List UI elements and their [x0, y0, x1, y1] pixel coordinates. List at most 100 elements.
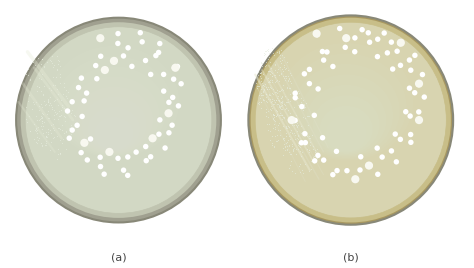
Point: [297, 131, 305, 135]
Point: [270, 98, 277, 102]
Point: [292, 137, 299, 141]
Point: [68, 123, 75, 127]
Point: [38, 57, 46, 61]
Circle shape: [178, 81, 184, 87]
Point: [26, 128, 34, 133]
Point: [56, 71, 64, 76]
Point: [294, 132, 301, 137]
Point: [283, 147, 291, 151]
Point: [278, 95, 286, 99]
Point: [256, 71, 264, 75]
Point: [57, 107, 65, 112]
Point: [296, 149, 303, 153]
Circle shape: [367, 39, 373, 45]
Circle shape: [407, 85, 412, 91]
Point: [49, 122, 57, 126]
Circle shape: [106, 149, 111, 155]
Ellipse shape: [255, 22, 447, 218]
Point: [265, 92, 273, 97]
Circle shape: [390, 66, 395, 72]
Point: [296, 145, 304, 149]
Point: [259, 83, 267, 88]
Point: [273, 70, 281, 74]
Point: [54, 152, 62, 156]
Circle shape: [80, 139, 89, 147]
Circle shape: [288, 116, 296, 124]
Point: [268, 74, 275, 78]
Point: [272, 114, 279, 118]
Point: [306, 136, 314, 141]
Point: [287, 159, 295, 163]
Point: [293, 128, 301, 133]
Point: [269, 87, 277, 91]
Point: [273, 113, 280, 117]
Point: [43, 133, 50, 138]
Point: [271, 144, 278, 148]
Point: [300, 98, 307, 102]
Point: [294, 89, 301, 93]
Point: [262, 95, 270, 99]
Point: [277, 71, 285, 76]
Point: [38, 120, 46, 125]
Point: [277, 48, 284, 53]
Circle shape: [415, 80, 423, 88]
Point: [299, 129, 306, 133]
Point: [257, 69, 264, 74]
Point: [270, 73, 277, 77]
Point: [261, 53, 268, 57]
Point: [278, 99, 285, 104]
Point: [293, 88, 301, 92]
Circle shape: [115, 31, 121, 36]
Circle shape: [299, 104, 304, 109]
Point: [31, 62, 39, 67]
Point: [65, 107, 73, 111]
Point: [54, 68, 61, 72]
Point: [301, 105, 309, 110]
Point: [265, 87, 273, 91]
Point: [260, 51, 268, 55]
Point: [267, 85, 275, 90]
Point: [259, 72, 266, 76]
Point: [267, 108, 275, 112]
Circle shape: [321, 57, 327, 63]
Point: [271, 102, 278, 106]
Point: [305, 147, 313, 152]
Circle shape: [311, 113, 317, 118]
Point: [266, 93, 274, 98]
Circle shape: [80, 114, 85, 119]
Point: [288, 144, 296, 148]
Point: [283, 140, 291, 144]
Point: [255, 70, 262, 74]
Circle shape: [352, 35, 357, 40]
Point: [280, 63, 287, 68]
Point: [296, 142, 304, 146]
Point: [59, 122, 66, 127]
Point: [278, 117, 286, 122]
Point: [58, 128, 66, 132]
Point: [272, 73, 279, 77]
Point: [285, 77, 292, 82]
Circle shape: [398, 63, 403, 68]
Point: [265, 122, 273, 126]
Point: [275, 51, 283, 55]
Point: [257, 79, 264, 83]
Point: [309, 144, 317, 148]
Circle shape: [421, 94, 427, 100]
Point: [268, 106, 276, 110]
Point: [36, 84, 43, 89]
Point: [44, 130, 52, 134]
Circle shape: [76, 85, 81, 90]
Circle shape: [315, 153, 320, 158]
Point: [260, 87, 268, 92]
Circle shape: [416, 82, 421, 87]
Point: [277, 113, 284, 117]
Point: [268, 46, 276, 51]
Point: [257, 93, 264, 97]
Point: [306, 140, 313, 144]
Circle shape: [143, 58, 148, 63]
Point: [282, 107, 289, 111]
Point: [280, 115, 287, 119]
Point: [262, 60, 269, 65]
Point: [39, 111, 46, 116]
Point: [52, 110, 59, 114]
